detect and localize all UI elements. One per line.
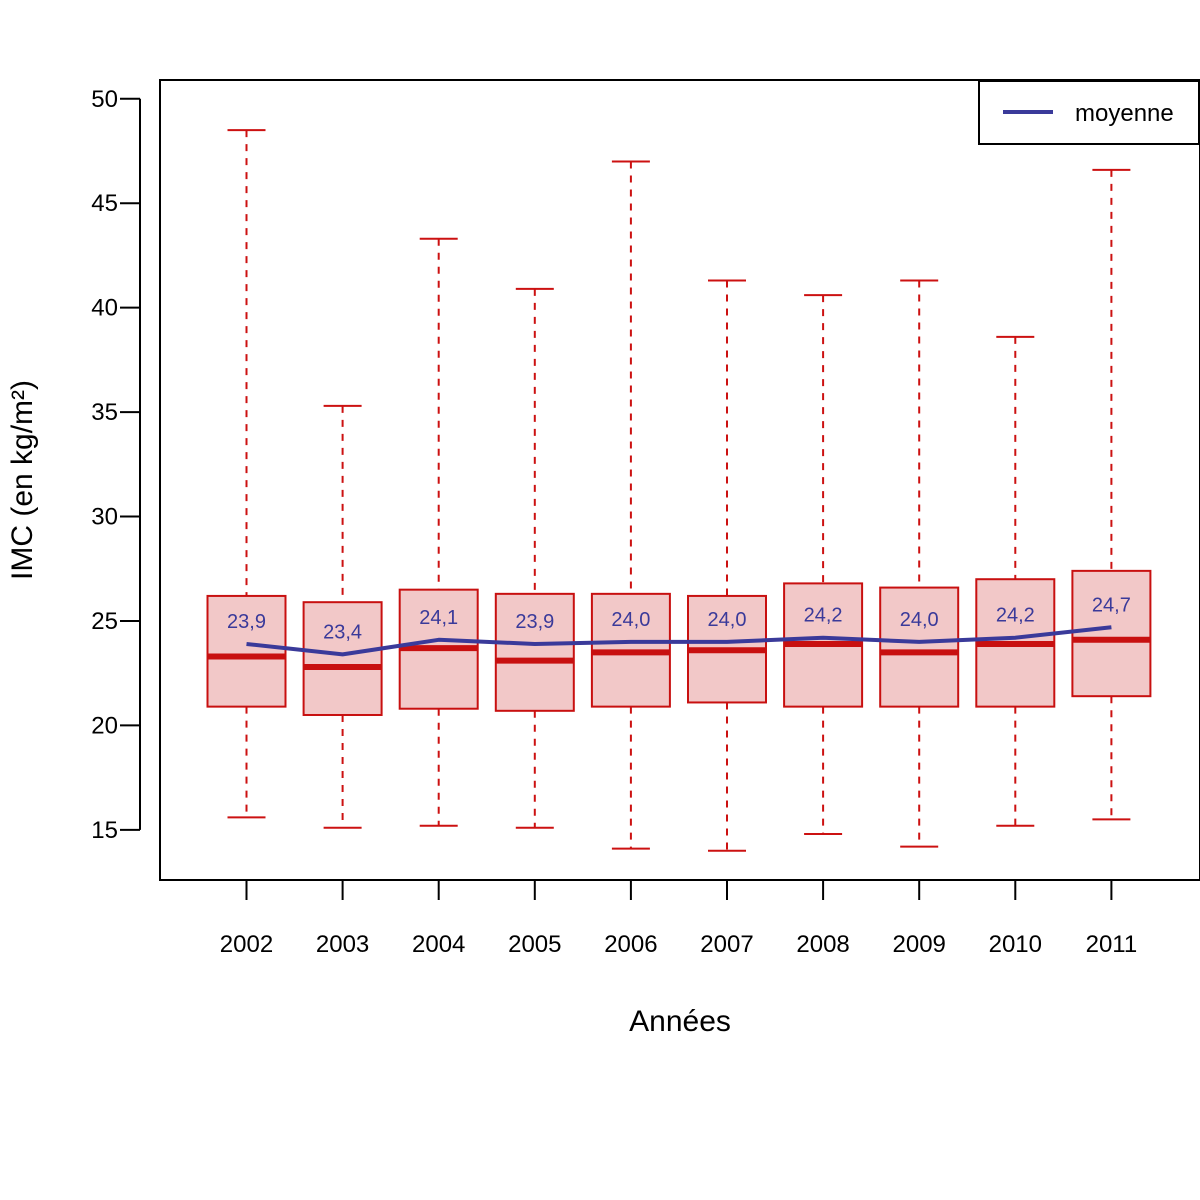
mean-layer: 23,9 23,4 24,1 23,9 24,0 24,0 24,2 24,0 24,2 24,7 [227,594,1131,657]
x-tick-label-2004: 2004 [412,931,465,958]
x-tick-label-2006: 2006 [604,931,657,958]
boxes-layer [206,129,1152,852]
y-tick-label-35: 35 [91,399,118,426]
box-2007 [687,279,767,852]
y-axis: 15 20 25 30 35 40 45 50 [91,86,141,844]
mean-value-label-2006: 24,0 [611,609,650,631]
y-tick-label-30: 30 [91,504,118,531]
mean-value-label-2005: 23,9 [515,611,554,633]
mean-value-label-2009: 24,0 [900,609,939,631]
mean-value-label-2004: 24,1 [419,607,458,629]
box-2008 [783,294,864,836]
box-2010 [975,335,1056,827]
box-2003 [302,404,383,829]
y-tick-label-45: 45 [91,190,118,217]
box-2004 [398,237,479,827]
y-tick-label-15: 15 [91,817,118,844]
mean-value-label-2002: 23,9 [227,611,266,633]
box-2002 [206,129,287,819]
box-2006 [590,160,671,850]
mean-value-label-2003: 23,4 [323,621,362,643]
y-tick-label-20: 20 [91,712,118,739]
iqr-box-2003 [302,601,383,716]
x-axis-title: Années [629,1005,731,1038]
x-tick-label-2002: 2002 [220,931,273,958]
mean-value-label-2008: 24,2 [804,605,843,627]
iqr-box-2011 [1071,569,1152,698]
x-tick-label-2007: 2007 [700,931,753,958]
x-tick-label-2005: 2005 [508,931,561,958]
y-axis-title: IMC (en kg/m²) [6,380,39,580]
box-2005 [494,287,575,829]
y-tick-label-40: 40 [91,295,118,322]
x-tick-label-2011: 2011 [1086,931,1138,958]
x-tick-label-2003: 2003 [316,931,369,958]
mean-value-label-2010: 24,2 [996,605,1035,627]
iqr-box-2005 [494,592,575,712]
mean-line [246,625,1112,657]
x-tick-label-2008: 2008 [796,931,849,958]
y-tick-label-50: 50 [91,86,118,113]
x-tick-label-2009: 2009 [893,931,946,958]
y-tick-label-25: 25 [91,608,118,635]
box-2009 [879,279,960,848]
legend: moyenne [978,80,1200,145]
mean-value-label-2011: 24,7 [1092,594,1131,616]
iqr-box-2002 [206,594,287,708]
box-2011 [1071,168,1152,821]
x-axis: 2002 2003 2004 2005 2006 2007 2008 2009 2010 2011 [220,879,1138,958]
mean-value-label-2007: 24,0 [708,609,747,631]
iqr-box-2009 [879,586,960,708]
x-tick-label-2010: 2010 [989,931,1042,958]
legend-label-moyenne: moyenne [1075,100,1174,127]
